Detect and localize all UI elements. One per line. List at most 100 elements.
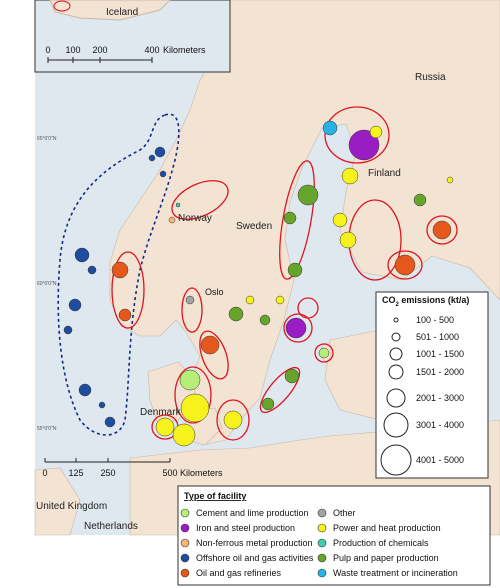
country-label: Finland: [368, 168, 401, 179]
marker: [318, 347, 330, 359]
offshore-zone: [57, 113, 180, 436]
cluster: [174, 366, 212, 424]
marker: [155, 417, 175, 437]
marker: [175, 202, 181, 208]
type-symbol: [317, 538, 327, 548]
inset-map: Iceland 0 100 200 400 Kilometers: [34, 0, 231, 73]
type-symbol: [317, 553, 327, 563]
type-label: Iron and steel production: [196, 523, 295, 533]
scale-unit: Kilometers: [163, 45, 206, 55]
scandinavia: [109, 0, 500, 446]
marker: [172, 423, 196, 447]
size-symbol: [386, 388, 406, 408]
marker: [63, 325, 73, 335]
marker: [284, 368, 300, 384]
cluster: [216, 399, 250, 441]
size-class-label: 4001 - 5000: [416, 455, 464, 465]
marker: [168, 216, 176, 224]
marker: [369, 125, 383, 139]
legend-box: [177, 485, 491, 586]
cluster: [171, 180, 229, 220]
marker: [339, 231, 357, 249]
marker: [287, 262, 303, 278]
type-symbol: [180, 568, 190, 578]
marker: [261, 397, 275, 411]
size-symbol: [380, 444, 412, 476]
title-text: CO: [382, 295, 396, 305]
size-symbol: [391, 332, 401, 342]
size-symbol: [383, 412, 409, 438]
latitude-label: 55°0'0"N: [37, 426, 57, 432]
type-label: Other: [333, 508, 356, 518]
marker: [179, 369, 201, 391]
clusters: [111, 106, 458, 441]
type-symbol: [317, 568, 327, 578]
type-label: Pulp and paper production: [333, 553, 439, 563]
marker: [259, 314, 271, 326]
marker: [245, 295, 255, 305]
cluster: [181, 287, 203, 333]
legend-title: Type of facility: [184, 491, 246, 501]
marker: [275, 295, 285, 305]
marker: [74, 247, 90, 263]
size-symbol: [393, 317, 399, 323]
iceland: [49, 0, 171, 21]
marker: [285, 317, 307, 339]
size-class-label: 501 - 1000: [416, 332, 459, 342]
marker: [432, 220, 452, 240]
marker: [154, 146, 166, 158]
marker: [332, 212, 348, 228]
title-text: emissions (kt/a): [399, 295, 470, 305]
scale-label: 250: [100, 468, 115, 478]
marker: [348, 129, 380, 161]
marker: [283, 211, 297, 225]
title-subscript: 2: [396, 302, 400, 308]
marker: [228, 306, 244, 322]
cluster: [324, 106, 390, 164]
country-label: Russia: [415, 72, 446, 83]
size-class-label: 3001 - 4000: [416, 420, 464, 430]
cluster: [314, 343, 334, 363]
size-class-label: 1001 - 1500: [416, 349, 464, 359]
size-symbol: [389, 347, 403, 361]
size-class-label: 1501 - 2000: [416, 367, 464, 377]
type-symbol: [317, 508, 327, 518]
latitude-label: 60°0'0"N: [37, 281, 57, 287]
type-symbol: [317, 523, 327, 533]
united-kingdom: [34, 467, 81, 536]
scale-label: 100: [65, 45, 80, 55]
type-label: Oil and gas refineries: [196, 568, 282, 578]
marker: [446, 176, 454, 184]
cluster: [297, 297, 319, 319]
facility-markers: [63, 120, 454, 447]
latitude-label: 65°0'0"N: [37, 136, 57, 142]
cluster: [387, 250, 423, 280]
country-label: Netherlands: [84, 521, 138, 532]
marker: [185, 295, 195, 305]
scale-label: 400: [144, 45, 159, 55]
marker: [159, 170, 167, 178]
cluster: [283, 313, 313, 343]
marker: [297, 184, 319, 206]
type-label: Production of chemicals: [333, 538, 429, 548]
country-label: United Kingdom: [36, 501, 107, 512]
marker: [223, 410, 243, 430]
marker: [111, 261, 129, 279]
marker: [394, 254, 416, 276]
marker: [87, 265, 97, 275]
marker: [68, 298, 82, 312]
cluster: [111, 251, 145, 329]
type-label: Waste treatment or incineration: [333, 568, 458, 578]
type-label: Power and heat production: [333, 523, 441, 533]
scale-label: 500: [162, 468, 177, 478]
scale-label: 125: [68, 468, 83, 478]
inset-label: Iceland: [106, 7, 138, 18]
legend-title: CO2 emissions (kt/a): [382, 295, 469, 308]
marker: [341, 167, 359, 185]
cluster: [199, 330, 229, 380]
size-class-label: 2001 - 3000: [416, 393, 464, 403]
cluster: [53, 0, 71, 12]
scale-bar: 0 125 250 500 Kilometers: [42, 458, 223, 478]
scale-unit: Kilometers: [180, 468, 223, 478]
